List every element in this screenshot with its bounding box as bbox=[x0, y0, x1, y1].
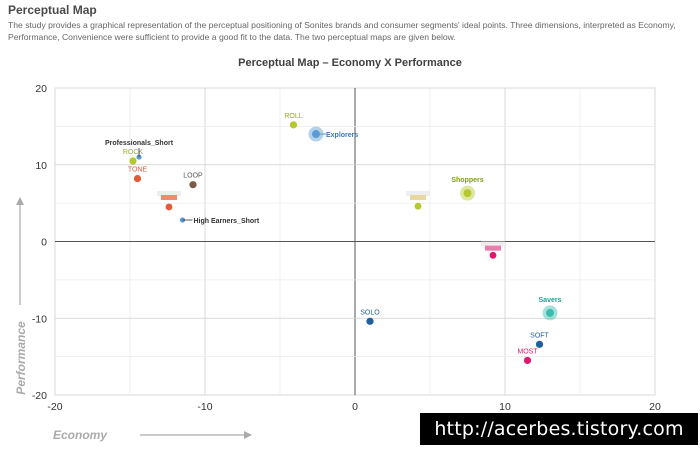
x-tick-label: 10 bbox=[499, 401, 511, 413]
brand-point bbox=[366, 317, 374, 325]
segment-marker bbox=[410, 194, 426, 200]
x-tick-label: 0 bbox=[352, 401, 358, 413]
brand-label: SOFT bbox=[530, 332, 549, 339]
x-tick-label: -10 bbox=[197, 401, 212, 413]
brand-label: TONE bbox=[128, 167, 148, 174]
tick-labels: -20 -10 0 10 20 -20 -10 0 10 20 bbox=[32, 83, 661, 413]
brand-point bbox=[535, 340, 544, 348]
brand-label: ROLL bbox=[284, 113, 302, 120]
intro-text: The study provides a graphical represent… bbox=[8, 20, 676, 42]
watermark-url: http://acerbes.tistory.com bbox=[420, 413, 698, 445]
data-point bbox=[414, 202, 422, 210]
segment-point bbox=[463, 189, 472, 198]
marker-halo bbox=[157, 190, 181, 196]
y-tick-label: 0 bbox=[41, 237, 47, 249]
x-tick-label: 20 bbox=[649, 401, 661, 413]
page-header: Perceptual Map The study provides a grap… bbox=[8, 3, 696, 43]
y-tick-label: -20 bbox=[32, 390, 47, 402]
brand-label: LOOP bbox=[183, 173, 203, 180]
segment-label: Professionals_Short bbox=[105, 140, 174, 147]
brand-point bbox=[523, 356, 532, 365]
marker-layer bbox=[157, 190, 505, 251]
x-tick-label: -20 bbox=[47, 401, 62, 413]
brand-label: SOLO bbox=[360, 309, 380, 316]
page-title: Perceptual Map bbox=[8, 3, 97, 17]
x-axis-arrow bbox=[140, 431, 252, 439]
data-point bbox=[489, 251, 497, 259]
brand-point bbox=[129, 157, 137, 165]
data-point bbox=[165, 203, 173, 211]
brand-point bbox=[133, 174, 142, 183]
segment-label: Shoppers bbox=[451, 177, 483, 184]
brand-point bbox=[189, 181, 197, 189]
y-tick-label: -10 bbox=[32, 313, 47, 325]
segment-label: Savers bbox=[539, 297, 562, 304]
y-axis-arrow bbox=[16, 197, 24, 305]
brand-point bbox=[289, 121, 298, 129]
segment-label: Explorers bbox=[326, 132, 358, 139]
marker-halo bbox=[481, 241, 505, 247]
x-axis-label: Economy bbox=[53, 428, 108, 442]
data-points: ROLL ROCK TONE LOOP SOLO SOFT MOST Explorers Sho… bbox=[105, 113, 562, 365]
marker-halo bbox=[406, 190, 430, 196]
y-tick-label: 20 bbox=[35, 83, 47, 95]
y-axis-label: Performance bbox=[14, 321, 28, 395]
segment-point bbox=[546, 308, 554, 317]
brand-label: MOST bbox=[517, 348, 538, 355]
chart-title: Perceptual Map – Economy X Performance bbox=[238, 57, 462, 69]
y-tick-label: 10 bbox=[35, 160, 47, 172]
segment-marker bbox=[485, 245, 501, 251]
brand-label: ROCK bbox=[123, 149, 144, 156]
segment-label: High Earners_Short bbox=[194, 218, 260, 225]
grid-lines bbox=[55, 88, 655, 395]
segment-marker bbox=[161, 194, 177, 200]
